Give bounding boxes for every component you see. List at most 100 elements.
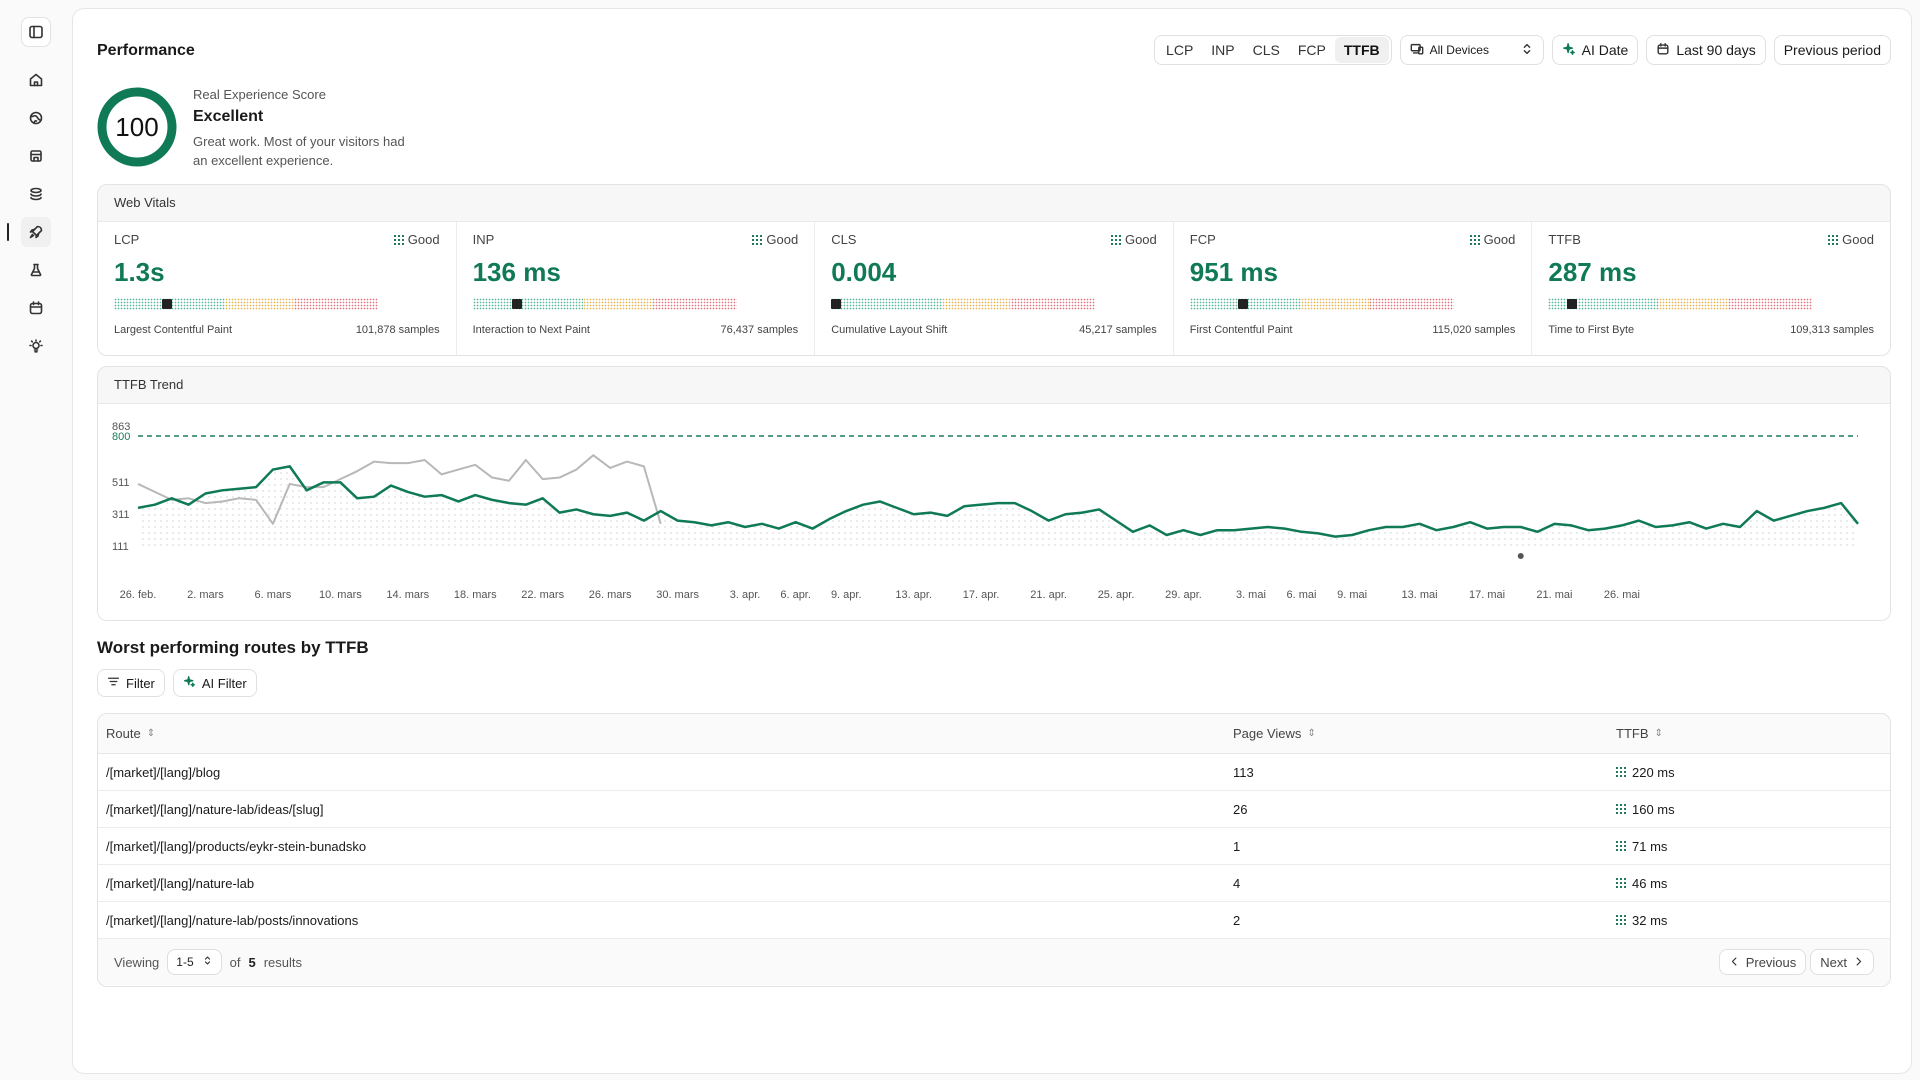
tab-inp[interactable]: INP [1211,42,1235,58]
sparkle-icon [1562,42,1576,59]
table-row[interactable]: /[market]/[lang]/blog 113 220 ms [98,754,1890,791]
rating-dots-icon [393,234,404,245]
tab-lcp[interactable]: LCP [1166,42,1194,58]
views-cell: 26 [1233,801,1248,817]
rating-dots-icon [1828,234,1839,245]
devices-icon [1410,42,1424,59]
rating-dots-icon [1616,915,1626,925]
compare-label: Previous period [1783,42,1881,58]
column-header-views[interactable]: Page Views ⇕ [1233,726,1616,741]
tab-ttfb[interactable]: TTFB [1334,37,1389,63]
vital-rating: Good [766,232,799,247]
ttfb-value: 220 ms [1632,764,1675,780]
sort-icon: ⇕ [146,728,156,739]
table-row[interactable]: /[market]/[lang]/nature-lab/ideas/[slug]… [98,791,1890,828]
device-select-value: All Devices [1429,43,1489,57]
poor-segment [1369,298,1454,310]
next-page-button[interactable]: Next [1810,949,1874,975]
vital-fcp[interactable]: FCP Good 951 ms First Contentful Paint 115… [1174,222,1533,355]
results-label: results [263,954,303,970]
vital-samples: 76,437 samples [720,324,799,336]
vital-samples: 45,217 samples [1079,324,1157,336]
viewing-label: Viewing [114,954,160,970]
table-header: Route ⇕ Page Views ⇕ TTFB ⇕ [98,714,1890,754]
calendar-box-icon[interactable] [21,293,51,323]
x-tick-label: 3. mai [1236,589,1266,601]
x-tick-label: 22. mars [521,589,564,601]
score-description: Great work. Most of your visitors had an… [193,134,405,168]
trend-card: TTFB Trend 863 800 511 311 111 26. feb. 2. mar… [97,366,1891,621]
chevron-right-icon [1853,955,1864,970]
ai-filter-button[interactable]: AI Filter [172,669,257,697]
x-tick-label: 26. mai [1604,589,1640,601]
current-series-line [137,465,1859,538]
vital-cls[interactable]: CLS Good 0.004 Cumulative Layout Shift 45,… [815,222,1174,355]
results-total: 5 [248,954,256,970]
ai-date-label: AI Date [1581,42,1629,58]
vital-value: 0.004 [831,257,897,287]
trend-title: TTFB Trend [114,377,184,392]
sparkle-icon [183,675,196,691]
layers-icon[interactable] [21,179,51,209]
page-range-value: 1-5 [176,955,194,969]
score-label: Real Experience Score [193,87,326,102]
flask-icon[interactable] [21,255,51,285]
x-tick-label: 30. mars [656,589,699,601]
vital-value: 136 ms [472,257,561,287]
sidebar-toggle-icon[interactable] [21,17,51,47]
compare-button[interactable]: Previous period [1773,35,1891,65]
x-tick-label: 10. mars [319,589,362,601]
chevron-up-down-icon [202,955,213,969]
tab-fcp[interactable]: FCP [1297,42,1326,58]
vital-lcp[interactable]: LCP Good 1.3s Largest Contentful Paint 101… [98,222,457,355]
page-header: Performance LCP INP CLS FCP TTFB All Dev… [97,35,1891,67]
trend-chart: 863 800 511 311 111 26. feb. 2. mars 6. mars 10.… [98,403,1890,621]
table-row[interactable]: /[market]/[lang]/nature-lab 4 46 ms [98,865,1890,902]
vitals-row: LCP Good 1.3s Largest Contentful Paint 101… [98,221,1890,355]
vital-inp[interactable]: INP Good 136 ms Interaction to Next Paint… [457,222,816,355]
vital-ttfb[interactable]: TTFB Good 287 ms Time to First Byte 109,31… [1532,222,1890,355]
filter-button[interactable]: Filter [97,669,165,697]
column-label: Page Views [1233,726,1302,741]
store-icon[interactable] [21,141,51,171]
rating-dots-icon [1616,804,1626,814]
vital-abbr: TTFB [1548,232,1581,247]
sidebar [0,0,72,1080]
table-row[interactable]: /[market]/[lang]/products/eykr-stein-bun… [98,828,1890,865]
vital-distribution-bar [1548,296,1813,310]
globe-icon[interactable] [21,103,51,133]
column-header-ttfb[interactable]: TTFB ⇕ [1616,726,1890,741]
ai-date-button[interactable]: AI Date [1551,35,1639,65]
route-cell: /[market]/[lang]/nature-lab [106,875,255,891]
x-tick-label: 6. mars [255,589,292,601]
home-icon[interactable] [21,65,51,95]
tab-cls[interactable]: CLS [1252,42,1280,58]
metric-tabs: LCP INP CLS FCP TTFB [1154,35,1392,65]
previous-page-button[interactable]: Previous [1718,949,1807,975]
ttfb-cell: 71 ms [1616,839,1890,854]
vital-value: 287 ms [1548,257,1637,287]
score-rating: Excellent [193,108,264,125]
calendar-icon [1656,42,1670,59]
poor-segment [1727,298,1813,310]
routes-table: Route ⇕ Page Views ⇕ TTFB ⇕ /[market]/[lang… [97,713,1891,987]
vital-samples: 109,313 samples [1790,324,1874,336]
lightbulb-icon[interactable] [21,331,51,361]
rocket-icon[interactable] [7,217,51,247]
vital-distribution-bar [1189,296,1454,310]
vital-abbr: FCP [1189,232,1216,247]
x-tick-label: 9. mai [1337,589,1367,601]
date-range-button[interactable]: Last 90 days [1646,35,1766,65]
page-range-select[interactable]: 1-5 [167,949,222,975]
device-select[interactable]: All Devices [1399,35,1544,65]
column-header-route[interactable]: Route ⇕ [98,726,1233,741]
page-title: Performance [97,42,195,59]
x-tick-label: 21. mai [1536,589,1572,601]
next-label: Next [1820,954,1847,970]
table-row[interactable]: /[market]/[lang]/nature-lab/posts/innova… [98,902,1890,939]
table-footer: Viewing 1-5 of 5 results Previous Next [98,939,1890,985]
poor-segment [1010,298,1096,310]
vital-value: 951 ms [1189,257,1278,287]
web-vitals-title: Web Vitals [114,195,176,210]
